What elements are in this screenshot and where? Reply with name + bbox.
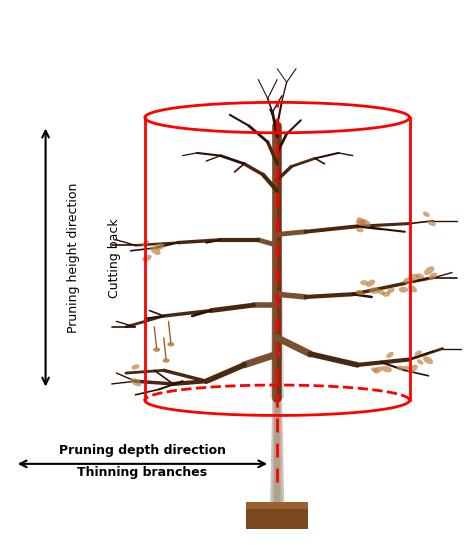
Ellipse shape (154, 244, 164, 250)
Ellipse shape (142, 255, 152, 262)
Ellipse shape (403, 278, 413, 284)
Ellipse shape (387, 288, 395, 293)
Ellipse shape (382, 366, 392, 372)
Ellipse shape (356, 217, 366, 225)
Ellipse shape (417, 359, 423, 365)
Ellipse shape (399, 287, 408, 293)
Ellipse shape (386, 352, 394, 358)
Text: Thinning branches: Thinning branches (77, 466, 208, 479)
FancyBboxPatch shape (246, 502, 308, 509)
Ellipse shape (428, 220, 436, 226)
Ellipse shape (142, 240, 149, 246)
Ellipse shape (383, 292, 390, 297)
Ellipse shape (356, 290, 364, 295)
Ellipse shape (377, 289, 385, 295)
Ellipse shape (416, 274, 424, 279)
Ellipse shape (356, 228, 364, 232)
Ellipse shape (360, 219, 371, 227)
Ellipse shape (403, 366, 410, 370)
Ellipse shape (369, 287, 380, 294)
Ellipse shape (366, 280, 375, 287)
Ellipse shape (132, 364, 139, 370)
Ellipse shape (150, 246, 161, 255)
Ellipse shape (374, 366, 383, 373)
Ellipse shape (163, 359, 170, 363)
Ellipse shape (423, 211, 430, 217)
Ellipse shape (131, 378, 141, 386)
Ellipse shape (428, 272, 437, 280)
Ellipse shape (423, 356, 433, 364)
Ellipse shape (167, 342, 174, 347)
Text: Cutting back: Cutting back (108, 218, 120, 298)
Text: Pruning height direction: Pruning height direction (67, 183, 81, 333)
FancyBboxPatch shape (246, 503, 308, 529)
Ellipse shape (408, 285, 417, 293)
Ellipse shape (408, 365, 418, 373)
Ellipse shape (153, 348, 160, 352)
Ellipse shape (356, 220, 365, 226)
Ellipse shape (371, 367, 378, 372)
Ellipse shape (408, 274, 419, 281)
Ellipse shape (360, 280, 368, 285)
Ellipse shape (397, 366, 405, 370)
Text: Pruning depth direction: Pruning depth direction (59, 444, 226, 457)
Ellipse shape (424, 267, 434, 275)
Ellipse shape (414, 350, 422, 356)
